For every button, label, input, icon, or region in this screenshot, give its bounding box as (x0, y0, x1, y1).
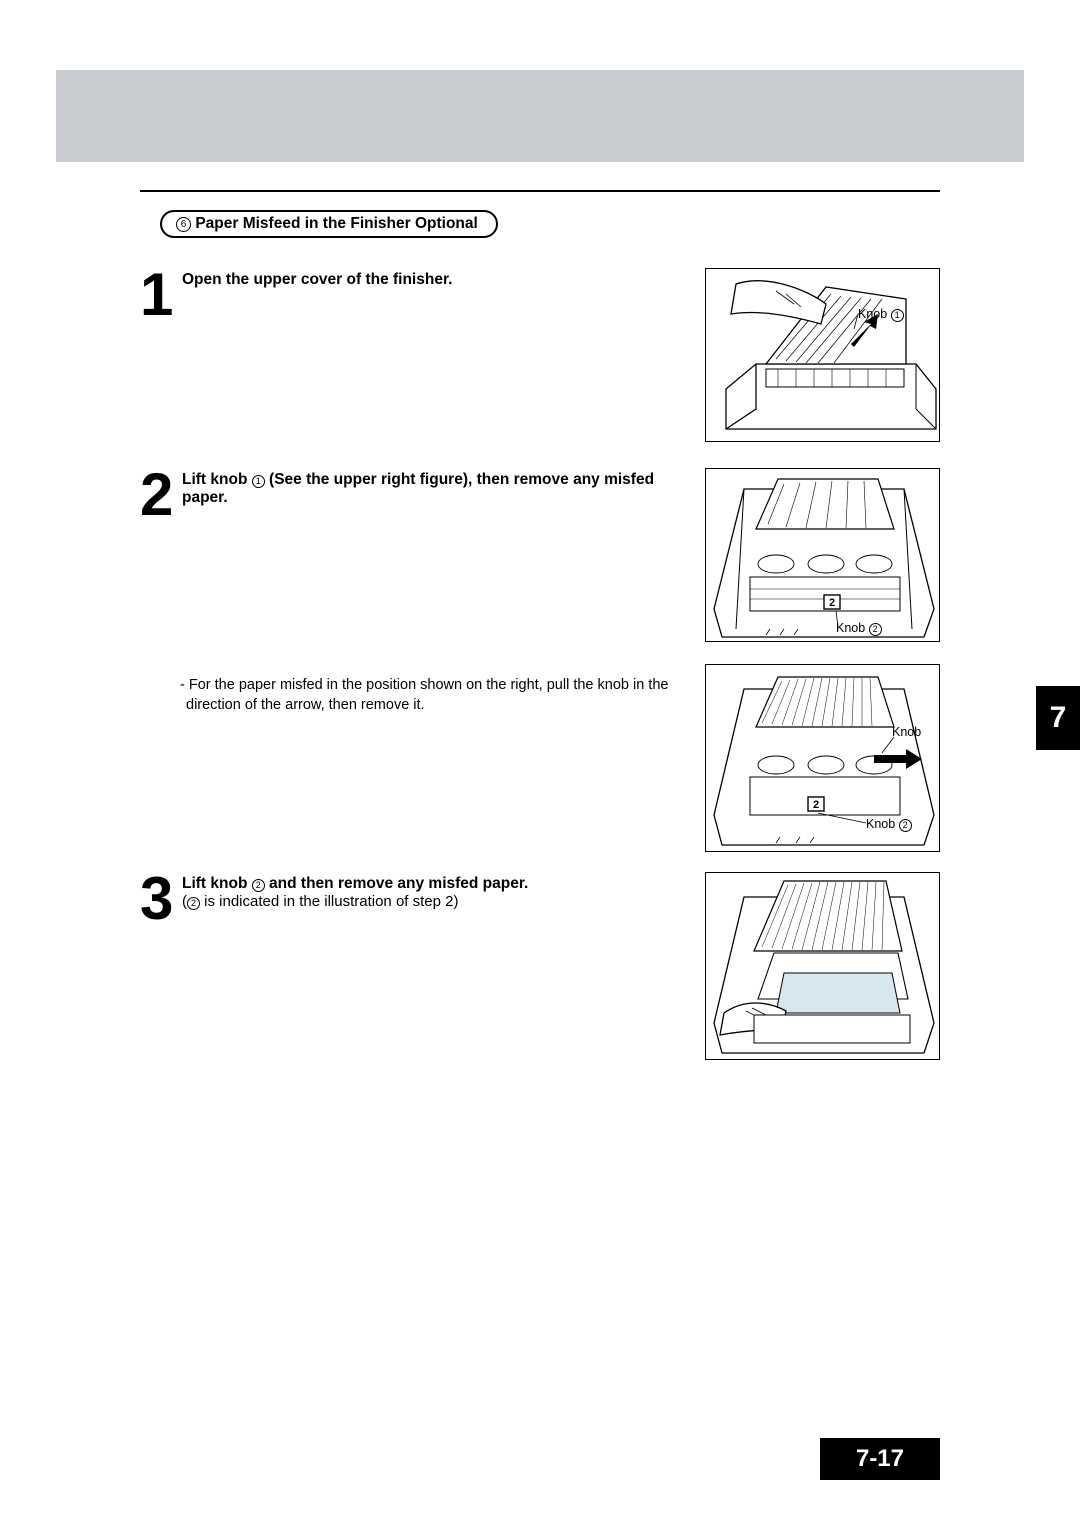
fig-extra-label-knob2: Knob 2 (866, 817, 912, 832)
step-2-number: 2 (140, 468, 180, 522)
step-3-seg-a: Lift knob (182, 875, 252, 892)
section-title-text: Paper Misfeed in the Finisher Optional (195, 215, 478, 232)
step-3-figure (705, 872, 940, 1060)
step-2-row: 2 Lift knob 1 (See the upper right figur… (140, 468, 940, 664)
fig1-label-knob1: Knob 1 (858, 307, 904, 322)
step-3-number: 3 (140, 872, 180, 926)
extra-note-row: - For the paper misfed in the position s… (140, 664, 940, 872)
section-title-pill: 6 Paper Misfeed in the Finisher Optional (160, 210, 498, 238)
step-1-text: Open the upper cover of the finisher. (180, 268, 693, 289)
section-marker-circled: 6 (176, 217, 191, 232)
step-3-seg-circ: 2 (252, 879, 265, 892)
step-3-text: Lift knob 2 and then remove any misfed p… (180, 872, 693, 911)
step-1-number: 1 (140, 268, 180, 322)
chapter-side-tab: 7 (1036, 686, 1080, 750)
step-3-seg-b: and then remove any misfed paper. (265, 875, 529, 892)
step-2-text: Lift knob 1 (See the upper right figure)… (180, 468, 693, 507)
step-1-bold: Open the upper cover of the finisher. (182, 271, 452, 288)
note-body: For the paper misfed in the position sho… (186, 677, 668, 713)
step-2-seg-a: Lift knob (182, 471, 252, 488)
content-area: 6 Paper Misfeed in the Finisher Optional… (140, 190, 940, 1072)
svg-text:2: 2 (829, 597, 835, 609)
step-3-sub-b: is indicated in the illustration of step… (200, 893, 458, 910)
step-1-row: 1 Open the upper cover of the finisher. (140, 268, 940, 468)
extra-figure: 2 Knob Knob 2 (705, 664, 940, 852)
step-3-row: 3 Lift knob 2 and then remove any misfed… (140, 872, 940, 1072)
fig2-label-knob2: Knob 2 (836, 621, 882, 636)
step-1-figure: Knob 1 (705, 268, 940, 442)
divider (140, 190, 940, 192)
fig-extra-label-knob: Knob (892, 725, 921, 739)
page-number-footer: 7-17 (820, 1438, 940, 1480)
svg-text:2: 2 (813, 799, 819, 811)
note-prefix: - (180, 677, 189, 693)
step-2-figure: 2 Knob 2 (705, 468, 940, 642)
header-band (56, 70, 1024, 162)
step-3-sub-circ: 2 (187, 897, 200, 910)
step-2-seg-circ: 1 (252, 475, 265, 488)
extra-note-text: - For the paper misfed in the position s… (140, 664, 693, 715)
